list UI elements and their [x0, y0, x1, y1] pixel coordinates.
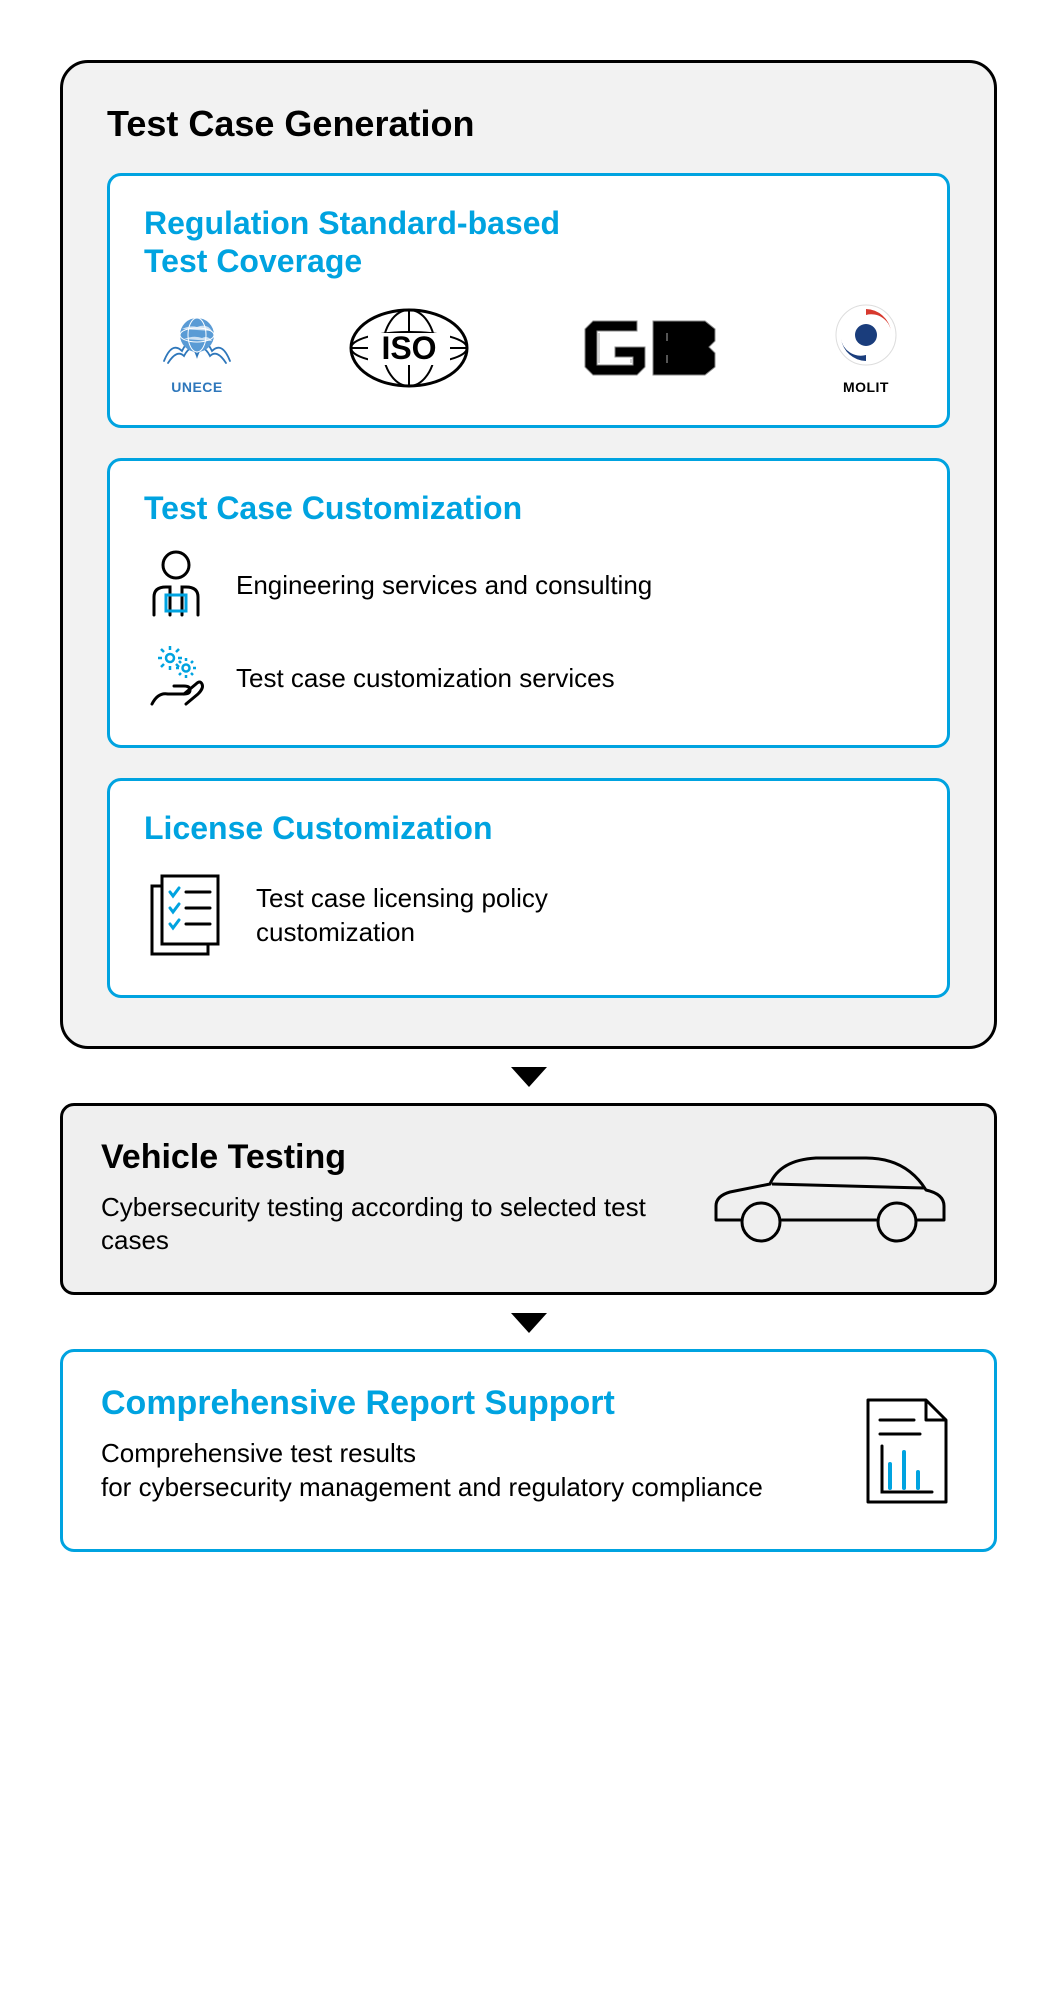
item-text: Engineering services and consulting: [236, 569, 652, 603]
gb-logo: [575, 307, 725, 389]
report-title: Comprehensive Report Support: [101, 1384, 826, 1423]
report-support-box: Comprehensive Report Support Comprehensi…: [60, 1349, 997, 1552]
unece-logo: UNECE: [152, 301, 242, 395]
customization-title: Test Case Customization: [144, 489, 913, 527]
report-chart-icon: [856, 1392, 956, 1515]
arrow-down-icon: [507, 1309, 551, 1337]
molit-logo: MOLIT: [827, 301, 905, 395]
vehicle-title: Vehicle Testing: [101, 1138, 666, 1177]
vehicle-testing-box: Vehicle Testing Cybersecurity testing ac…: [60, 1103, 997, 1296]
arrow-down-icon: [507, 1063, 551, 1091]
iso-logo: ISO: [344, 303, 474, 393]
section1-title: Test Case Generation: [107, 103, 950, 145]
gear-hand-icon: [144, 642, 208, 715]
test-case-generation-box: Test Case Generation Regulation Standard…: [60, 60, 997, 1049]
unece-label: UNECE: [171, 379, 223, 395]
logo-row: UNECE ISO: [144, 301, 913, 395]
item-row: Engineering services and consulting: [144, 547, 913, 624]
license-title: License Customization: [144, 809, 913, 847]
regulation-coverage-box: Regulation Standard-based Test Coverage: [107, 173, 950, 428]
test-case-customization-box: Test Case Customization Engineering serv…: [107, 458, 950, 748]
item-row: Test case licensing policy customization: [144, 868, 913, 965]
item-text: Test case customization services: [236, 662, 615, 696]
checklist-icon: [144, 868, 228, 965]
molit-label: MOLIT: [843, 379, 889, 395]
process-diagram: Test Case Generation Regulation Standard…: [60, 60, 997, 1552]
item-text: Test case licensing policy customization: [256, 882, 676, 950]
license-customization-box: License Customization: [107, 778, 950, 997]
vehicle-desc: Cybersecurity testing according to selec…: [101, 1191, 666, 1259]
report-desc: Comprehensive test results for cybersecu…: [101, 1437, 826, 1505]
car-icon: [696, 1140, 956, 1255]
svg-text:ISO: ISO: [381, 330, 436, 366]
person-icon: [144, 547, 208, 624]
item-row: Test case customization services: [144, 642, 913, 715]
regulation-title: Regulation Standard-based Test Coverage: [144, 204, 913, 281]
